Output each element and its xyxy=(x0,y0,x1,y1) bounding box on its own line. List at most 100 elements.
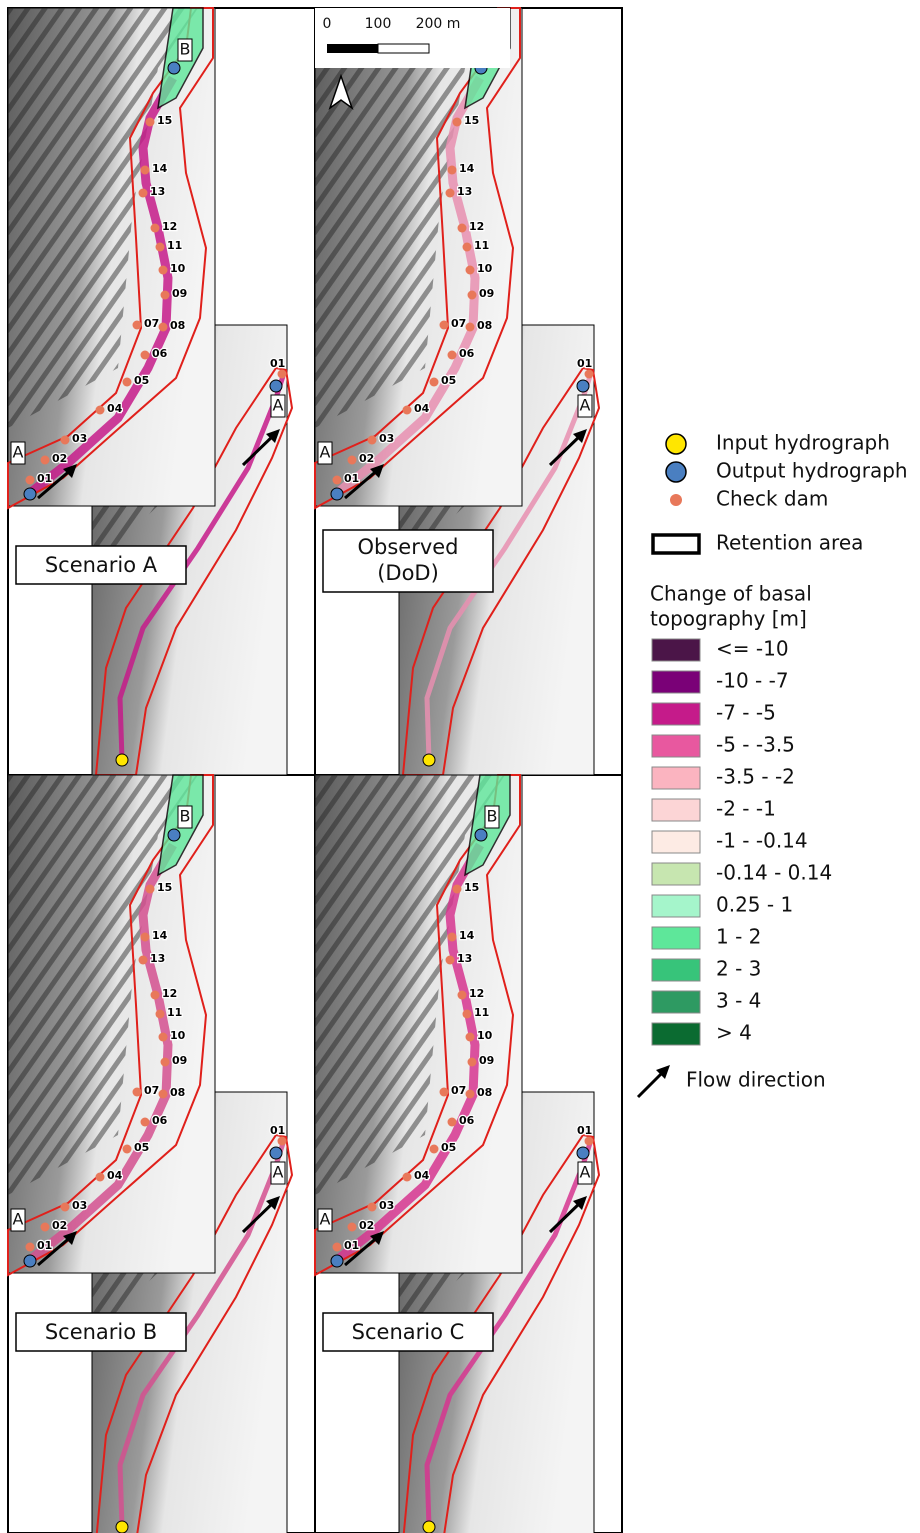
output-hydrograph xyxy=(331,488,343,500)
legend-swatch xyxy=(652,991,700,1013)
check-dam xyxy=(448,1118,457,1127)
scale-bar-label: 200 m xyxy=(416,16,461,32)
check-dam-label: 12 xyxy=(469,987,484,1000)
output-hydrograph xyxy=(168,829,180,841)
check-dam-label: 03 xyxy=(379,1199,394,1212)
check-dam xyxy=(446,189,455,198)
check-dam-label: 13 xyxy=(150,185,165,198)
check-dam-label: 01 xyxy=(270,1124,285,1137)
check-dam xyxy=(458,991,467,1000)
check-dam xyxy=(458,224,467,233)
check-dam xyxy=(468,1058,477,1067)
check-dam-label: 08 xyxy=(170,1086,185,1099)
check-dam-label: 06 xyxy=(459,347,475,360)
check-dam xyxy=(403,1173,412,1182)
check-dam xyxy=(333,1243,342,1252)
check-dam xyxy=(368,1203,377,1212)
check-dam xyxy=(146,885,155,894)
check-dam xyxy=(139,189,148,198)
check-dam-label: 07 xyxy=(144,317,159,330)
check-dam-label: 13 xyxy=(457,952,472,965)
check-dam xyxy=(348,1223,357,1232)
check-dam-label: 02 xyxy=(359,1219,374,1232)
check-dam xyxy=(151,224,160,233)
output-hydrograph xyxy=(270,1147,282,1159)
check-dam xyxy=(151,991,160,1000)
check-dam-label: 04 xyxy=(414,402,430,415)
check-dam xyxy=(278,1137,287,1146)
output-hydrograph xyxy=(577,380,589,392)
check-dam-label: 04 xyxy=(107,402,123,415)
check-dam xyxy=(463,1010,472,1019)
legend-swatch xyxy=(652,767,700,789)
legend-symbol xyxy=(670,494,682,506)
check-dam-label: 05 xyxy=(441,1141,456,1154)
point-label: B xyxy=(180,807,191,826)
panel-label: Scenario C xyxy=(352,1320,465,1344)
check-dam-label: 05 xyxy=(134,1141,149,1154)
check-dam xyxy=(448,166,457,175)
check-dam xyxy=(463,243,472,252)
scale-bar-label: 0 xyxy=(323,16,332,32)
check-dam-label: 01 xyxy=(344,1239,359,1252)
check-dam xyxy=(278,370,287,379)
legend-label: 2 - 3 xyxy=(716,957,761,981)
check-dam-label: 10 xyxy=(170,262,186,275)
check-dam xyxy=(61,1203,70,1212)
check-dam-label: 01 xyxy=(577,1124,592,1137)
check-dam xyxy=(430,1145,439,1154)
check-dam-label: 08 xyxy=(170,319,185,332)
legend-swatch xyxy=(652,863,700,885)
check-dam-label: 13 xyxy=(457,185,472,198)
legend-label: -2 - -1 xyxy=(716,797,776,821)
check-dam xyxy=(453,885,462,894)
legend-label: <= -10 xyxy=(716,637,789,661)
check-dam xyxy=(466,1090,475,1099)
check-dam xyxy=(466,266,475,275)
check-dam-label: 08 xyxy=(477,1086,492,1099)
legend-swatch xyxy=(652,639,700,661)
check-dam-label: 01 xyxy=(37,472,52,485)
check-dam xyxy=(440,1088,449,1097)
legend-label: -3.5 - -2 xyxy=(716,765,795,789)
check-dam xyxy=(96,406,105,415)
check-dam xyxy=(26,1243,35,1252)
point-label: A xyxy=(580,396,591,415)
check-dam-label: 06 xyxy=(152,1114,168,1127)
check-dam-label: 07 xyxy=(451,1084,466,1097)
legend-swatch xyxy=(652,703,700,725)
check-dam-label: 01 xyxy=(270,357,285,370)
check-dam-label: 02 xyxy=(359,452,374,465)
check-dam-label: 12 xyxy=(469,220,484,233)
legend-swatch xyxy=(652,735,700,757)
check-dam xyxy=(123,378,132,387)
check-dam xyxy=(466,323,475,332)
point-label: A xyxy=(13,1210,24,1229)
panel-label: Scenario B xyxy=(45,1320,157,1344)
check-dam xyxy=(159,1033,168,1042)
check-dam-label: 04 xyxy=(414,1169,430,1182)
point-label: A xyxy=(580,1163,591,1182)
check-dam xyxy=(430,378,439,387)
check-dam-label: 12 xyxy=(162,987,177,1000)
check-dam-label: 04 xyxy=(107,1169,123,1182)
check-dam xyxy=(156,243,165,252)
check-dam xyxy=(133,1088,142,1097)
output-hydrograph xyxy=(168,62,180,74)
output-hydrograph xyxy=(331,1255,343,1267)
legend-label: 0.25 - 1 xyxy=(716,893,793,917)
legend-swatch xyxy=(652,959,700,981)
check-dam-label: 09 xyxy=(479,287,494,300)
check-dam-label: 15 xyxy=(464,881,479,894)
check-dam-label: 01 xyxy=(37,1239,52,1252)
check-dam xyxy=(41,1223,50,1232)
input-hydrograph xyxy=(116,1521,128,1533)
check-dam xyxy=(159,266,168,275)
check-dam-label: 15 xyxy=(464,114,479,127)
output-hydrograph xyxy=(24,1255,36,1267)
check-dam xyxy=(141,166,150,175)
check-dam xyxy=(161,1058,170,1067)
check-dam-label: 03 xyxy=(379,432,394,445)
check-dam-label: 09 xyxy=(479,1054,494,1067)
